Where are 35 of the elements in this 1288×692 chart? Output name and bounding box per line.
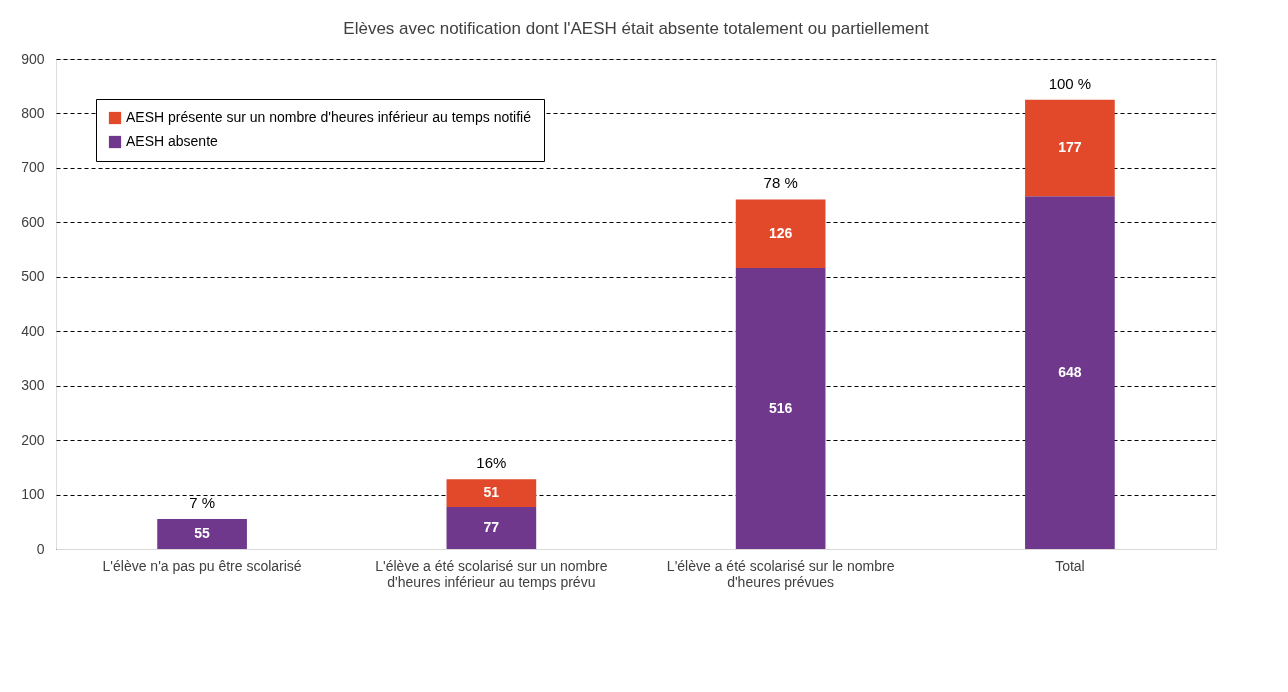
x-tick-label: L'élève a été scolarisé sur le nombre d'heures prévues bbox=[666, 557, 895, 590]
annotation: 78 % bbox=[763, 174, 798, 192]
bar bbox=[157, 519, 247, 549]
chart-title: Elèves avec notification dont l'AESH était absente totalement ou partiellement bbox=[343, 19, 929, 38]
bar bbox=[446, 479, 537, 508]
legend-label: AESH présente sur un nombre d'heures inférieur au temps notifié bbox=[126, 109, 532, 125]
y-tick-label: 0 bbox=[36, 540, 45, 557]
legend-label: AESH absente bbox=[126, 133, 219, 149]
y-tick-label: 900 bbox=[21, 50, 45, 67]
data-label: 51 bbox=[483, 484, 500, 501]
annotation: 16% bbox=[476, 454, 507, 472]
x-tick-label: Total bbox=[1055, 557, 1085, 574]
data-label: 648 bbox=[1058, 363, 1082, 380]
bar bbox=[735, 268, 826, 549]
x-tick-label: L'élève n'a pas pu être scolarisé bbox=[102, 557, 302, 574]
y-tick-label: 100 bbox=[21, 486, 45, 503]
bar bbox=[735, 199, 826, 269]
data-label: 177 bbox=[1058, 139, 1082, 156]
data-label: 77 bbox=[483, 519, 500, 536]
annotation: 7 % bbox=[189, 494, 216, 512]
data-label: 55 bbox=[194, 525, 211, 542]
annotation: 100 % bbox=[1048, 74, 1092, 92]
bar bbox=[1025, 99, 1115, 197]
y-tick-label: 700 bbox=[21, 159, 45, 176]
y-tick-label: 800 bbox=[21, 104, 45, 121]
x-tick-label: L'élève a été scolarisé sur un nombre d'heures inférieur au temps prévu bbox=[375, 557, 608, 590]
bar bbox=[1025, 196, 1115, 549]
y-tick-label: 500 bbox=[21, 268, 45, 285]
data-label: 126 bbox=[768, 224, 793, 241]
bar bbox=[446, 507, 537, 549]
data-label: 516 bbox=[768, 399, 793, 416]
y-tick-label: 400 bbox=[21, 322, 45, 339]
y-tick-label: 200 bbox=[21, 431, 45, 448]
y-tick-label: 600 bbox=[21, 213, 45, 230]
y-tick-label: 300 bbox=[21, 377, 45, 394]
